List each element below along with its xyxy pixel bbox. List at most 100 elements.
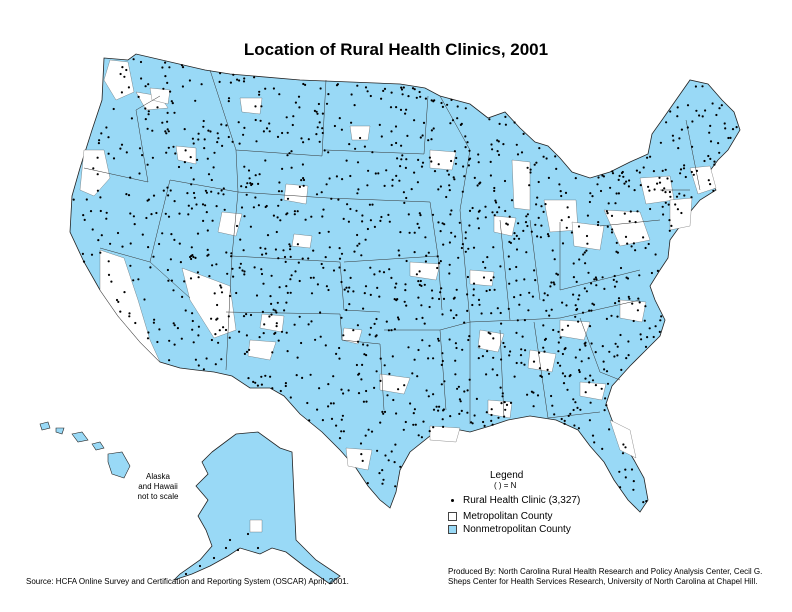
clinic-dot xyxy=(383,364,386,367)
clinic-dot xyxy=(671,134,675,137)
clinic-dot xyxy=(661,205,664,208)
metropolitan-counties xyxy=(79,59,717,471)
clinic-dot xyxy=(418,226,421,229)
clinic-dot xyxy=(210,317,213,320)
clinic-dot xyxy=(257,182,260,185)
legend-item-clinic: Rural Health Clinic (3,327) xyxy=(448,494,580,506)
clinic-dot xyxy=(399,165,402,168)
clinic-dot xyxy=(194,256,197,259)
clinic-dot xyxy=(375,370,378,373)
clinic-dot xyxy=(345,308,348,312)
clinic-dot xyxy=(246,182,249,185)
clinic-dot xyxy=(577,320,580,323)
clinic-dot xyxy=(387,213,390,216)
clinic-dot xyxy=(356,161,360,164)
clinic-dot xyxy=(373,322,376,325)
clinic-dot xyxy=(130,117,133,120)
clinic-dot xyxy=(258,93,261,96)
clinic-dot xyxy=(491,423,494,426)
clinic-dot xyxy=(243,352,246,355)
clinic-dot xyxy=(524,349,527,352)
clinic-dot xyxy=(668,219,671,222)
clinic-dot xyxy=(380,135,383,138)
clinic-dot xyxy=(682,167,686,170)
clinic-dot xyxy=(402,191,405,194)
clinic-dot xyxy=(183,128,186,131)
clinic-dot xyxy=(116,231,120,235)
clinic-dot xyxy=(203,147,206,150)
clinic-dot xyxy=(513,375,516,378)
clinic-dot xyxy=(648,327,651,330)
clinic-dot xyxy=(665,121,668,124)
clinic-dot xyxy=(438,297,441,301)
clinic-dot xyxy=(224,328,228,332)
clinic-dot xyxy=(340,252,344,255)
clinic-dot xyxy=(226,272,229,275)
producer-note: Produced By: North Carolina Rural Health… xyxy=(448,567,778,587)
clinic-dot xyxy=(332,402,335,405)
clinic-dot xyxy=(460,246,463,250)
clinic-dot xyxy=(204,204,207,207)
clinic-dot xyxy=(701,115,704,118)
clinic-dot xyxy=(223,208,226,211)
clinic-dot xyxy=(191,312,194,315)
clinic-dot xyxy=(319,87,322,90)
clinic-dot xyxy=(125,193,128,196)
clinic-dot xyxy=(498,206,501,209)
clinic-dot xyxy=(413,251,416,254)
clinic-dot xyxy=(552,328,555,332)
clinic-dot xyxy=(123,75,126,78)
clinic-dot xyxy=(586,242,589,245)
clinic-dot xyxy=(279,219,282,222)
clinic-dot xyxy=(245,334,248,337)
clinic-dot xyxy=(170,279,173,282)
clinic-dot xyxy=(346,203,349,206)
clinic-dot xyxy=(342,334,345,337)
clinic-dot xyxy=(204,189,207,192)
clinic-dot xyxy=(207,129,210,132)
clinic-dot xyxy=(164,75,167,78)
clinic-dot xyxy=(528,184,531,187)
clinic-dot xyxy=(156,340,159,344)
clinic-dot xyxy=(143,298,146,301)
clinic-dot xyxy=(285,116,288,119)
clinic-dot xyxy=(258,90,261,93)
clinic-dot xyxy=(146,337,150,340)
clinic-dot xyxy=(396,298,399,301)
clinic-dot xyxy=(170,100,173,103)
clinic-dot xyxy=(238,330,241,333)
clinic-dot xyxy=(503,345,506,348)
clinic-dot xyxy=(413,408,416,411)
clinic-dot xyxy=(577,427,581,430)
clinic-dot xyxy=(574,315,577,318)
clinic-dot xyxy=(316,408,319,411)
clinic-dot xyxy=(466,141,469,144)
clinic-dot xyxy=(290,150,293,153)
clinic-dot xyxy=(611,228,614,231)
clinic-dot xyxy=(415,96,418,99)
clinic-dot xyxy=(167,146,170,149)
clinic-dot xyxy=(624,446,627,449)
clinic-dot xyxy=(713,163,716,166)
clinic-dot xyxy=(554,155,557,158)
clinic-dot xyxy=(630,245,633,248)
clinic-dot xyxy=(243,215,246,218)
clinic-dot xyxy=(467,338,470,342)
clinic-dot xyxy=(325,285,328,288)
clinic-dot xyxy=(534,223,537,226)
clinic-dot xyxy=(338,266,341,269)
clinic-dot xyxy=(490,143,493,146)
clinic-dot xyxy=(187,213,190,216)
clinic-dot xyxy=(508,268,511,271)
clinic-dot xyxy=(461,190,464,193)
clinic-dot xyxy=(485,411,488,414)
clinic-dot xyxy=(526,393,529,396)
clinic-dot xyxy=(489,174,492,177)
clinic-dot xyxy=(566,324,570,327)
clinic-dot xyxy=(262,332,265,335)
clinic-dot xyxy=(634,249,637,252)
clinic-dot xyxy=(385,320,388,323)
clinic-dot xyxy=(729,136,732,139)
clinic-dot xyxy=(245,193,248,196)
clinic-dot xyxy=(359,442,363,445)
